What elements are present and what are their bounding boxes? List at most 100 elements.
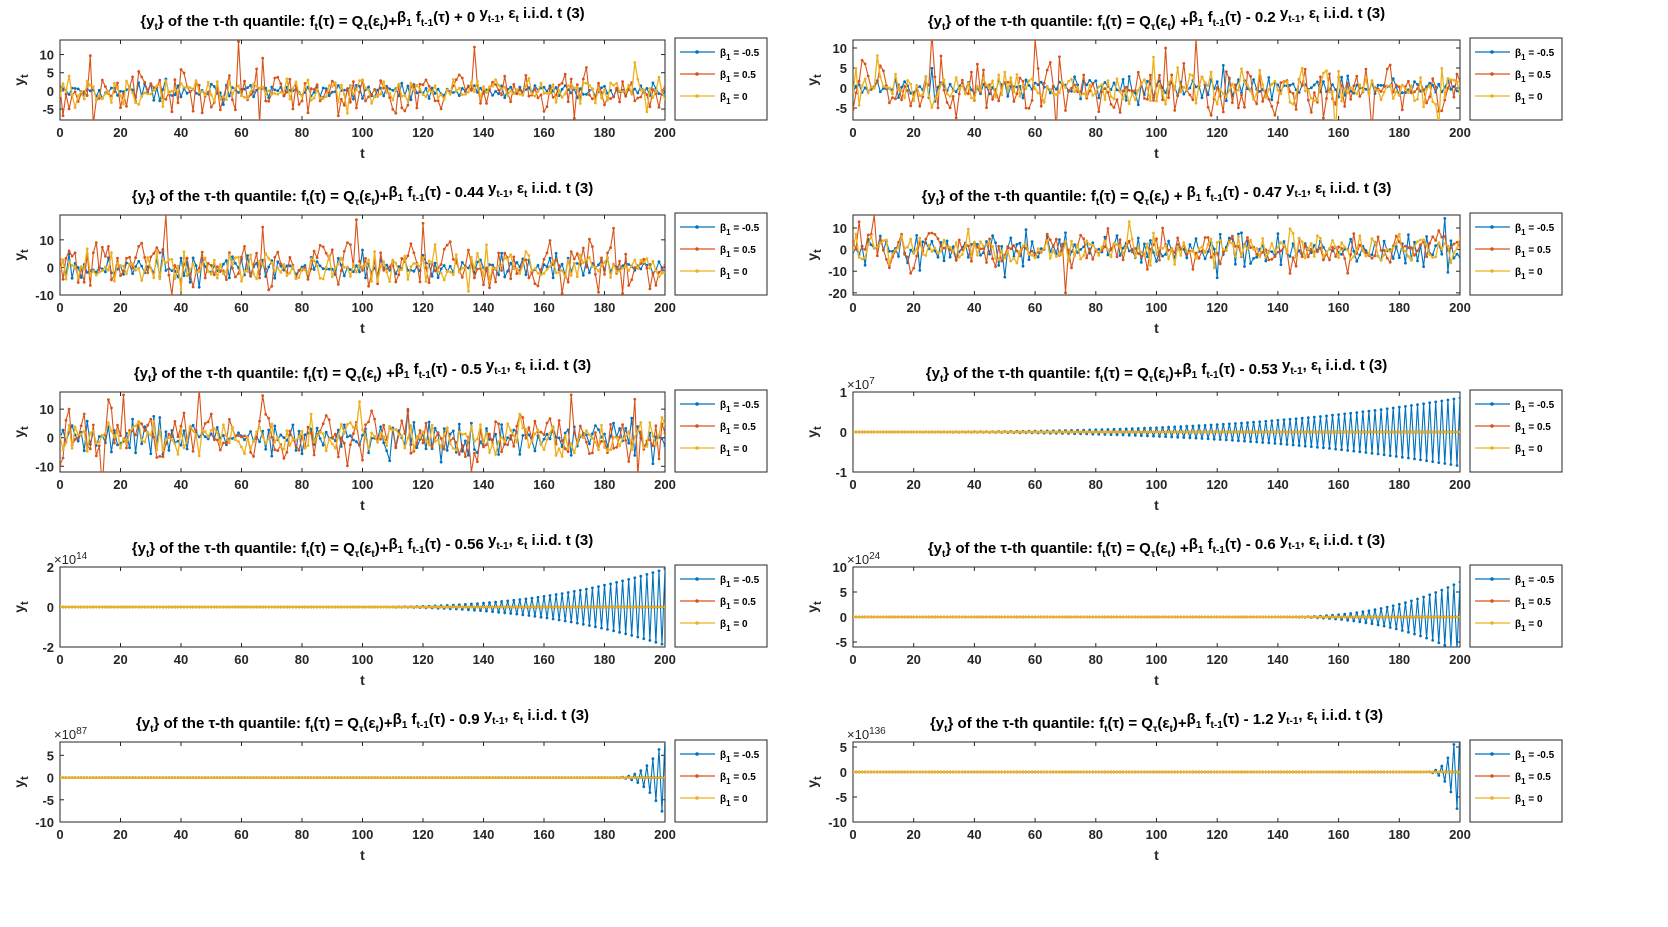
data-point bbox=[875, 254, 879, 258]
data-point bbox=[488, 605, 491, 609]
data-point bbox=[67, 407, 71, 411]
data-point bbox=[660, 271, 664, 275]
data-point bbox=[606, 98, 609, 102]
x-tick-label: 120 bbox=[412, 125, 434, 140]
data-point bbox=[427, 420, 431, 424]
text-segment: t bbox=[1161, 197, 1165, 208]
data-point bbox=[645, 573, 649, 576]
data-point bbox=[588, 271, 591, 274]
data-point bbox=[594, 440, 597, 444]
data-point bbox=[460, 266, 464, 270]
data-point bbox=[173, 264, 177, 267]
data-point bbox=[1255, 102, 1259, 106]
data-point bbox=[454, 253, 458, 257]
data-point bbox=[110, 450, 113, 454]
data-point bbox=[394, 280, 398, 284]
data-point bbox=[1425, 243, 1428, 247]
data-point bbox=[1309, 445, 1313, 448]
data-point bbox=[1352, 84, 1356, 88]
data-point bbox=[1003, 256, 1007, 260]
data-point bbox=[1018, 430, 1022, 434]
data-point bbox=[149, 82, 153, 86]
data-point bbox=[624, 605, 628, 609]
text-segment: -th quantile: f bbox=[213, 365, 309, 382]
data-point bbox=[630, 264, 634, 267]
data-point bbox=[397, 605, 401, 609]
data-point bbox=[218, 263, 222, 267]
x-tick-label: 60 bbox=[1028, 652, 1042, 667]
data-point bbox=[467, 605, 470, 609]
data-point bbox=[633, 576, 637, 580]
data-point bbox=[1434, 244, 1438, 248]
data-point bbox=[494, 83, 497, 86]
data-point bbox=[152, 435, 156, 439]
data-point bbox=[1285, 251, 1289, 255]
data-point bbox=[382, 260, 386, 264]
data-point bbox=[355, 605, 358, 609]
text-segment: (ε bbox=[368, 13, 380, 30]
data-point bbox=[521, 613, 525, 617]
data-point bbox=[382, 86, 386, 90]
data-point bbox=[615, 436, 618, 439]
data-point bbox=[951, 89, 955, 93]
data-point bbox=[1173, 109, 1177, 112]
data-point bbox=[1018, 94, 1022, 98]
data-point bbox=[642, 637, 646, 641]
data-point bbox=[982, 247, 985, 251]
x-tick-label: 20 bbox=[906, 652, 920, 667]
data-point bbox=[979, 89, 982, 92]
data-point bbox=[1243, 430, 1246, 434]
data-point bbox=[557, 605, 561, 609]
data-point bbox=[494, 420, 497, 424]
data-point bbox=[1173, 88, 1177, 92]
data-point bbox=[430, 86, 434, 90]
data-point bbox=[554, 100, 558, 104]
data-point bbox=[539, 273, 543, 277]
data-point bbox=[585, 93, 588, 96]
data-point bbox=[82, 267, 86, 271]
x-tick-label: 180 bbox=[1388, 125, 1410, 140]
data-point bbox=[237, 91, 240, 94]
data-point bbox=[1437, 82, 1441, 86]
data-point bbox=[1021, 79, 1025, 83]
text-segment: t bbox=[315, 22, 319, 33]
data-point bbox=[1255, 247, 1259, 250]
data-point bbox=[1328, 430, 1331, 434]
data-point bbox=[364, 276, 367, 280]
data-point bbox=[418, 605, 422, 609]
data-point bbox=[863, 430, 867, 434]
data-point bbox=[412, 89, 416, 93]
text-segment: 1 bbox=[726, 624, 731, 633]
data-point bbox=[572, 116, 576, 120]
data-point bbox=[279, 433, 283, 437]
data-point bbox=[60, 268, 62, 271]
data-point bbox=[1252, 420, 1255, 424]
data-point bbox=[1161, 426, 1164, 429]
data-point bbox=[1300, 430, 1304, 434]
data-point bbox=[439, 271, 443, 275]
text-segment: 1 bbox=[1521, 228, 1526, 237]
data-point bbox=[612, 95, 615, 99]
data-point bbox=[918, 430, 922, 434]
data-point bbox=[285, 438, 289, 442]
data-point bbox=[939, 249, 943, 253]
data-point bbox=[264, 605, 268, 609]
data-point bbox=[542, 448, 546, 451]
data-point bbox=[509, 605, 513, 609]
data-point bbox=[1209, 237, 1213, 241]
data-point bbox=[1331, 413, 1334, 417]
data-point bbox=[1203, 430, 1207, 434]
legend: β1 = -0.5β1 = 0.5β1 = 0 bbox=[674, 37, 768, 121]
data-point bbox=[306, 111, 310, 115]
y-axis-label: yt bbox=[804, 74, 824, 86]
data-point bbox=[1076, 86, 1079, 89]
data-point bbox=[909, 237, 913, 241]
data-point bbox=[1358, 243, 1362, 247]
data-point bbox=[512, 598, 516, 602]
data-point bbox=[509, 434, 513, 437]
data-point bbox=[312, 268, 316, 271]
text-segment: t bbox=[19, 74, 31, 78]
data-point bbox=[342, 103, 346, 107]
data-point bbox=[485, 266, 488, 270]
data-point bbox=[131, 262, 135, 266]
